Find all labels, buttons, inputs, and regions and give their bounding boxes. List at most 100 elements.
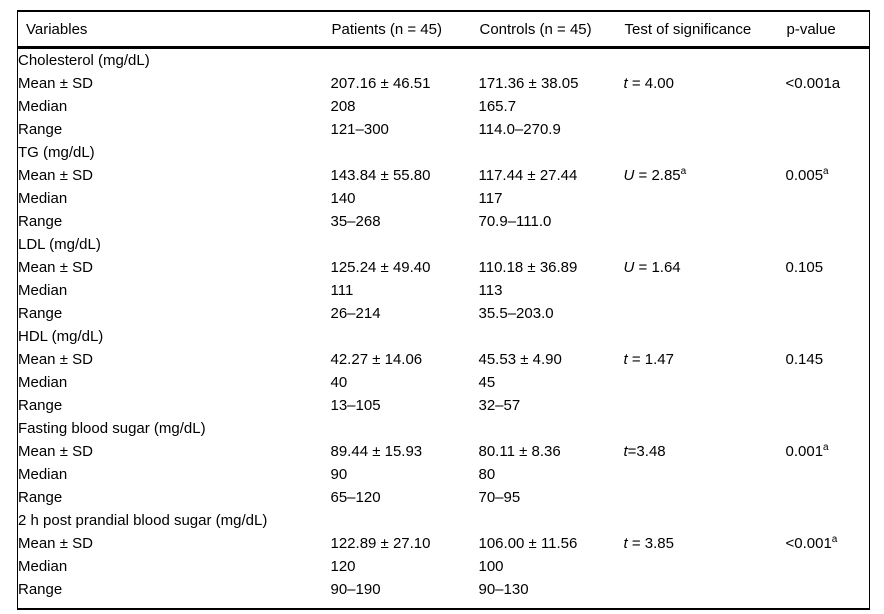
controls-value — [479, 48, 624, 73]
variable-group-row: Fasting blood sugar (mg/dL) — [18, 417, 870, 440]
variable-group-row: Cholesterol (mg/dL) — [18, 48, 870, 73]
p-value-cell — [786, 555, 870, 578]
controls-value — [479, 325, 624, 348]
patients-value — [331, 141, 479, 164]
patients-value: 13–105 — [330, 397, 381, 414]
test-of-significance-value — [624, 371, 786, 394]
controls-value — [479, 233, 624, 256]
test-of-significance-value — [624, 95, 786, 118]
controls-value: 117 — [478, 190, 503, 207]
variable-name: TG (mg/dL) — [18, 144, 95, 161]
stat-label: Mean ± SD — [18, 351, 93, 368]
controls-value: 100 — [478, 558, 504, 575]
table-header: Variables Patients (n = 45) Controls (n … — [17, 11, 870, 49]
stat-label: Range — [18, 121, 63, 138]
controls-value: 171.36 ± 38.05 — [478, 75, 579, 92]
patients-value — [331, 48, 479, 73]
variable-name: LDL (mg/dL) — [18, 236, 101, 253]
p-value-cell: <0.001a — [785, 75, 841, 92]
controls-value: 114.0–270.9 — [478, 121, 561, 138]
patients-value: 65–120 — [330, 489, 381, 506]
controls-value: 165.7 — [478, 98, 517, 115]
variable-name: Fasting blood sugar (mg/dL) — [18, 420, 206, 437]
patients-value: 140 — [330, 190, 356, 207]
test-of-significance-value: t=3.48 — [623, 443, 666, 460]
stat-label: Median — [18, 374, 68, 391]
controls-value: 106.00 ± 11.56 — [478, 535, 578, 552]
patients-value: 207.16 ± 46.51 — [330, 75, 431, 92]
header-p-value: p-value — [785, 11, 870, 49]
stat-label: Range — [18, 305, 63, 322]
test-of-significance-value — [624, 118, 786, 141]
spacer-row — [18, 601, 870, 609]
stat-label: Range — [18, 489, 63, 506]
controls-value: 80.11 ± 8.36 — [478, 443, 561, 460]
controls-value — [479, 417, 624, 440]
patients-value: 125.24 ± 49.40 — [330, 259, 431, 276]
p-value-cell — [786, 486, 870, 509]
stat-label: Median — [18, 558, 68, 575]
controls-value: 80 — [478, 466, 496, 483]
patients-value: 143.84 ± 55.80 — [330, 167, 431, 184]
header-row: Variables Patients (n = 45) Controls (n … — [17, 11, 870, 49]
p-value-cell — [786, 417, 870, 440]
controls-value: 117.44 ± 27.44 — [478, 167, 578, 184]
controls-value: 35.5–203.0 — [478, 305, 554, 322]
controls-value: 70–95 — [478, 489, 521, 506]
stat-label: Median — [18, 282, 68, 299]
variable-group-row: 2 h post prandial blood sugar (mg/dL) — [18, 509, 870, 532]
p-value-cell: <0.001a — [785, 534, 838, 553]
patients-value: 26–214 — [330, 305, 381, 322]
stat-row: Range 65–120 70–95 — [18, 486, 870, 509]
stat-label: Range — [18, 397, 63, 414]
controls-value: 113 — [478, 282, 503, 299]
controls-value: 32–57 — [478, 397, 521, 414]
patients-value: 40 — [330, 374, 348, 391]
test-of-significance-value: U = 1.64 — [623, 259, 681, 276]
p-value-cell: 0.145 — [785, 351, 824, 368]
controls-value: 90–130 — [478, 581, 529, 598]
p-value-cell — [786, 187, 870, 210]
variable-name: 2 h post prandial blood sugar (mg/dL) — [18, 512, 268, 529]
stat-label: Median — [18, 466, 68, 483]
stat-row: Mean ± SD 143.84 ± 55.80 117.44 ± 27.44 U =… — [18, 164, 870, 187]
header-controls: Controls (n = 45) — [478, 11, 624, 49]
patients-value — [331, 233, 479, 256]
test-of-significance-value — [624, 394, 786, 417]
p-value-cell — [786, 210, 870, 233]
variable-group-row: TG (mg/dL) — [18, 141, 870, 164]
test-of-significance-value: t = 1.47 — [623, 351, 674, 368]
test-of-significance-value — [624, 279, 786, 302]
test-of-significance-value — [624, 555, 786, 578]
patients-value — [331, 417, 479, 440]
header-patients: Patients (n = 45) — [330, 11, 479, 49]
test-of-significance-value: t = 3.85 — [623, 535, 674, 552]
p-value-cell — [786, 463, 870, 486]
stat-row: Median 111 113 — [18, 279, 870, 302]
stat-row: Range 35–268 70.9–111.0 — [18, 210, 870, 233]
patients-value: 42.27 ± 14.06 — [330, 351, 423, 368]
p-value-cell — [786, 394, 870, 417]
header-test-of-significance: Test of significance — [623, 11, 786, 49]
stat-row: Mean ± SD 89.44 ± 15.93 80.11 ± 8.36 t=3.48… — [18, 440, 870, 463]
variable-name: HDL (mg/dL) — [18, 328, 104, 345]
controls-value: 110.18 ± 36.89 — [478, 259, 578, 276]
patients-value: 90 — [330, 466, 348, 483]
test-of-significance-value — [624, 233, 786, 256]
controls-value: 45 — [478, 374, 496, 391]
stat-label: Mean ± SD — [18, 259, 93, 276]
p-value-cell — [786, 509, 870, 532]
stat-row: Median 90 80 — [18, 463, 870, 486]
table-footer-spacer — [18, 601, 870, 609]
controls-value — [479, 141, 624, 164]
test-of-significance-value — [624, 325, 786, 348]
patients-value: 35–268 — [330, 213, 381, 230]
p-value-cell — [786, 371, 870, 394]
p-value-cell — [786, 279, 870, 302]
patients-controls-comparison-table: Variables Patients (n = 45) Controls (n … — [17, 10, 870, 610]
test-of-significance-value — [624, 463, 786, 486]
stat-label: Median — [18, 190, 68, 207]
patients-value: 121–300 — [330, 121, 389, 138]
p-value-cell — [786, 233, 870, 256]
stat-label: Range — [18, 581, 63, 598]
